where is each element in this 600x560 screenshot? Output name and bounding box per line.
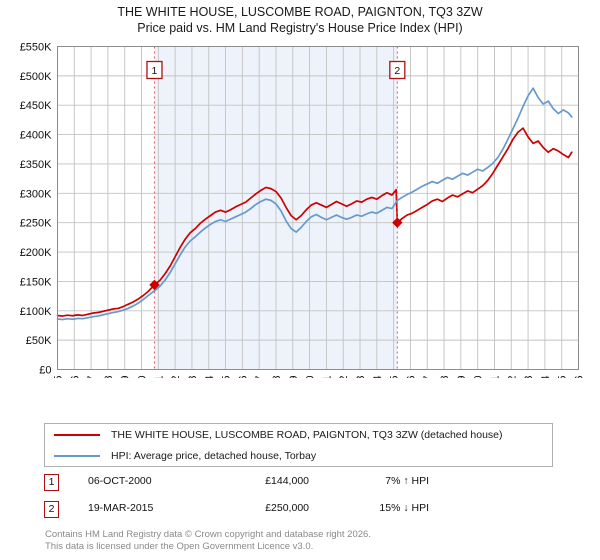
svg-text:2015: 2015 <box>389 376 401 379</box>
svg-text:£0: £0 <box>39 365 51 377</box>
svg-text:2003: 2003 <box>187 376 199 379</box>
transaction-hpi-delta-1: 7% ↑ HPI <box>385 475 429 487</box>
transaction-hpi-delta-2: 15% ↓ HPI <box>379 502 429 514</box>
svg-text:2006: 2006 <box>237 376 249 379</box>
chart-legend: THE WHITE HOUSE, LUSCOMBE ROAD, PAIGNTON… <box>44 423 553 467</box>
price-history-line-chart: £0 £50K £100K £150K £200K £250K £300K £350K £400… <box>20 42 586 379</box>
chart-gridlines <box>57 46 579 370</box>
svg-text:£550K: £550K <box>20 42 52 54</box>
svg-text:£200K: £200K <box>20 247 52 259</box>
legend-label-hpi: HPI: Average price, detached house, Torb… <box>111 449 317 462</box>
svg-text:2011: 2011 <box>321 376 333 379</box>
svg-text:2009: 2009 <box>288 376 300 379</box>
table-row: 1 06-OCT-2000 £144,000 7% ↑ HPI <box>44 472 514 499</box>
svg-text:2024: 2024 <box>540 376 552 379</box>
svg-text:2004: 2004 <box>204 376 216 379</box>
svg-text:1999: 1999 <box>120 376 132 379</box>
transaction-date-1: 06-OCT-2000 <box>88 475 152 487</box>
svg-text:2026: 2026 <box>574 376 586 379</box>
transaction-date-2: 19-MAR-2015 <box>88 502 154 514</box>
svg-text:2025: 2025 <box>557 376 569 379</box>
svg-text:1996: 1996 <box>69 376 81 379</box>
transaction-price-2: £250,000 <box>265 502 309 514</box>
legend-label-price-paid: THE WHITE HOUSE, LUSCOMBE ROAD, PAIGNTON… <box>111 428 503 441</box>
svg-text:£100K: £100K <box>20 306 52 318</box>
page-title: THE WHITE HOUSE, LUSCOMBE ROAD, PAIGNTON… <box>0 4 600 36</box>
svg-text:1995: 1995 <box>53 376 65 379</box>
footer-line-2: This data is licensed under the Open Gov… <box>45 540 314 552</box>
title-line-1: THE WHITE HOUSE, LUSCOMBE ROAD, PAIGNTON… <box>117 5 483 19</box>
svg-text:£300K: £300K <box>20 188 52 200</box>
legend-item-0: THE WHITE HOUSE, LUSCOMBE ROAD, PAIGNTON… <box>45 424 552 445</box>
svg-text:2022: 2022 <box>506 375 518 378</box>
chart-plot-frame <box>57 46 579 370</box>
svg-text:2007: 2007 <box>254 376 266 379</box>
svg-text:2010: 2010 <box>305 376 317 379</box>
transaction-price-1: £144,000 <box>265 475 309 487</box>
svg-text:2014: 2014 <box>372 376 384 379</box>
svg-text:2017: 2017 <box>422 376 434 379</box>
svg-text:2005: 2005 <box>221 376 233 379</box>
chart-series-lines <box>56 87 573 321</box>
svg-text:£50K: £50K <box>26 335 52 347</box>
svg-text:2016: 2016 <box>405 376 417 379</box>
svg-text:1997: 1997 <box>86 376 98 379</box>
svg-text:2001: 2001 <box>153 376 165 379</box>
svg-text:2: 2 <box>394 65 400 77</box>
svg-text:2002: 2002 <box>170 376 182 379</box>
svg-text:1: 1 <box>152 65 158 77</box>
svg-text:2008: 2008 <box>271 376 283 379</box>
svg-text:2020: 2020 <box>473 376 485 379</box>
x-axis-tick-labels: 1995 1996 1997 1998 1999 2000 2001 2002 2003 2004… <box>53 375 586 378</box>
svg-text:2018: 2018 <box>439 376 451 379</box>
svg-text:£150K: £150K <box>20 276 52 288</box>
svg-text:£350K: £350K <box>20 159 52 171</box>
legend-item-1: HPI: Average price, detached house, Torb… <box>45 445 552 466</box>
svg-text:2019: 2019 <box>456 376 468 379</box>
title-line-2: Price paid vs. HM Land Registry's House … <box>137 21 463 35</box>
svg-text:1998: 1998 <box>103 376 115 379</box>
svg-text:£250K: £250K <box>20 218 52 230</box>
legend-swatch-hpi <box>54 454 100 457</box>
transaction-index-badge-1: 1 <box>44 474 59 491</box>
svg-text:£450K: £450K <box>20 100 52 112</box>
transaction-index-badge-2: 2 <box>44 501 59 518</box>
svg-text:2012: 2012 <box>338 376 350 379</box>
svg-text:£400K: £400K <box>20 130 52 142</box>
transactions-table: 1 06-OCT-2000 £144,000 7% ↑ HPI 2 19-MAR… <box>44 472 514 526</box>
svg-text:2023: 2023 <box>523 376 535 379</box>
y-axis-tick-labels: £0 £50K £100K £150K £200K £250K £300K £350K £400… <box>20 42 52 377</box>
svg-text:2013: 2013 <box>355 376 367 379</box>
chart-container: £0 £50K £100K £150K £200K £250K £300K £350K £400… <box>0 38 600 379</box>
table-row: 2 19-MAR-2015 £250,000 15% ↓ HPI <box>44 499 514 526</box>
attribution-footer: Contains HM Land Registry data © Crown c… <box>45 529 585 552</box>
svg-text:2000: 2000 <box>137 376 149 379</box>
legend-swatch-price-paid <box>54 433 100 436</box>
svg-text:£500K: £500K <box>20 71 52 83</box>
footer-line-1: Contains HM Land Registry data © Crown c… <box>45 529 371 540</box>
svg-text:2021: 2021 <box>489 376 501 378</box>
